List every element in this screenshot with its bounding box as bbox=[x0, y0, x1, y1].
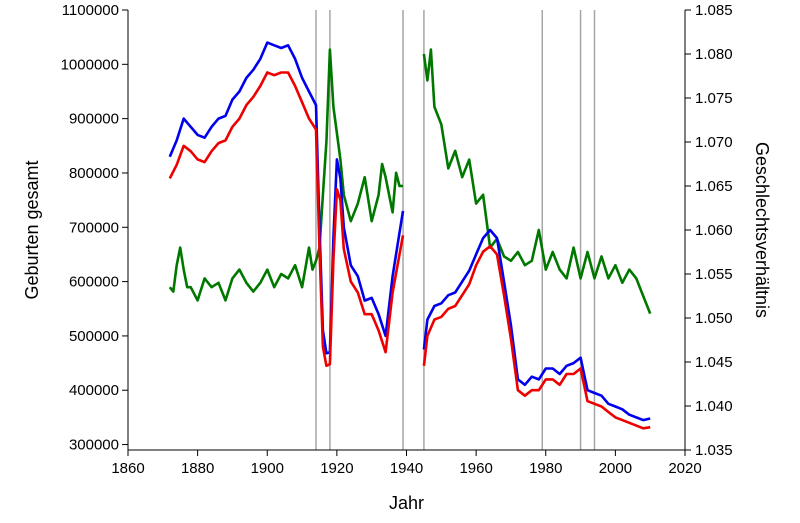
left-y-axis-title: Geburten gesamt bbox=[22, 160, 42, 299]
right-y-tick-label: 1.045 bbox=[695, 354, 733, 371]
left-y-tick-label: 600000 bbox=[69, 274, 119, 291]
right-y-tick-label: 1.075 bbox=[695, 90, 733, 107]
left-y-ticks: 300000 400000 500000 600000 700000 800000 9000… bbox=[61, 2, 128, 454]
series-line-red bbox=[168, 71, 651, 430]
series-line-green bbox=[168, 48, 652, 315]
x-axis-title: Jahr bbox=[389, 493, 424, 513]
right-y-tick-label: 1.040 bbox=[695, 398, 733, 415]
left-y-tick-label: 800000 bbox=[69, 165, 119, 182]
right-y-tick-label: 1.085 bbox=[695, 2, 733, 19]
x-tick-label: 1960 bbox=[459, 460, 492, 477]
series-line-blue bbox=[168, 41, 651, 422]
x-tick-label: 1860 bbox=[111, 460, 144, 477]
right-y-tick-label: 1.065 bbox=[695, 178, 733, 195]
right-y-tick-label: 1.055 bbox=[695, 266, 733, 283]
x-tick-label: 1880 bbox=[181, 460, 214, 477]
left-y-tick-label: 1100000 bbox=[62, 2, 119, 19]
x-tick-label: 1900 bbox=[251, 460, 284, 477]
right-y-tick-label: 1.035 bbox=[695, 442, 733, 459]
x-tick-label: 2020 bbox=[668, 460, 701, 477]
x-tick-label: 1980 bbox=[529, 460, 562, 477]
right-y-ticks: 1.035 1.040 1.045 1.050 1.055 1.060 1.065 1.070… bbox=[685, 2, 733, 459]
right-y-tick-label: 1.080 bbox=[695, 46, 733, 63]
series-layer bbox=[168, 41, 652, 430]
x-tick-label: 2000 bbox=[599, 460, 632, 477]
x-tick-label: 1940 bbox=[390, 460, 423, 477]
right-y-tick-label: 1.070 bbox=[695, 134, 733, 151]
reference-lines bbox=[315, 10, 596, 450]
axes bbox=[127, 10, 686, 451]
left-y-tick-label: 900000 bbox=[69, 111, 119, 128]
left-y-tick-label: 400000 bbox=[69, 382, 119, 399]
left-y-tick-label: 700000 bbox=[69, 219, 119, 236]
left-y-tick-label: 300000 bbox=[69, 437, 119, 454]
right-y-tick-label: 1.060 bbox=[695, 222, 733, 239]
x-tick-label: 1920 bbox=[320, 460, 353, 477]
right-y-axis-title: Geschlechtsverhältnis bbox=[752, 142, 772, 318]
x-ticks: 1860 1880 1900 1920 1940 1960 1980 2000 2020 bbox=[111, 450, 702, 477]
right-y-tick-label: 1.050 bbox=[695, 310, 733, 327]
left-y-tick-label: 500000 bbox=[69, 328, 119, 345]
left-y-tick-label: 1000000 bbox=[61, 56, 119, 73]
